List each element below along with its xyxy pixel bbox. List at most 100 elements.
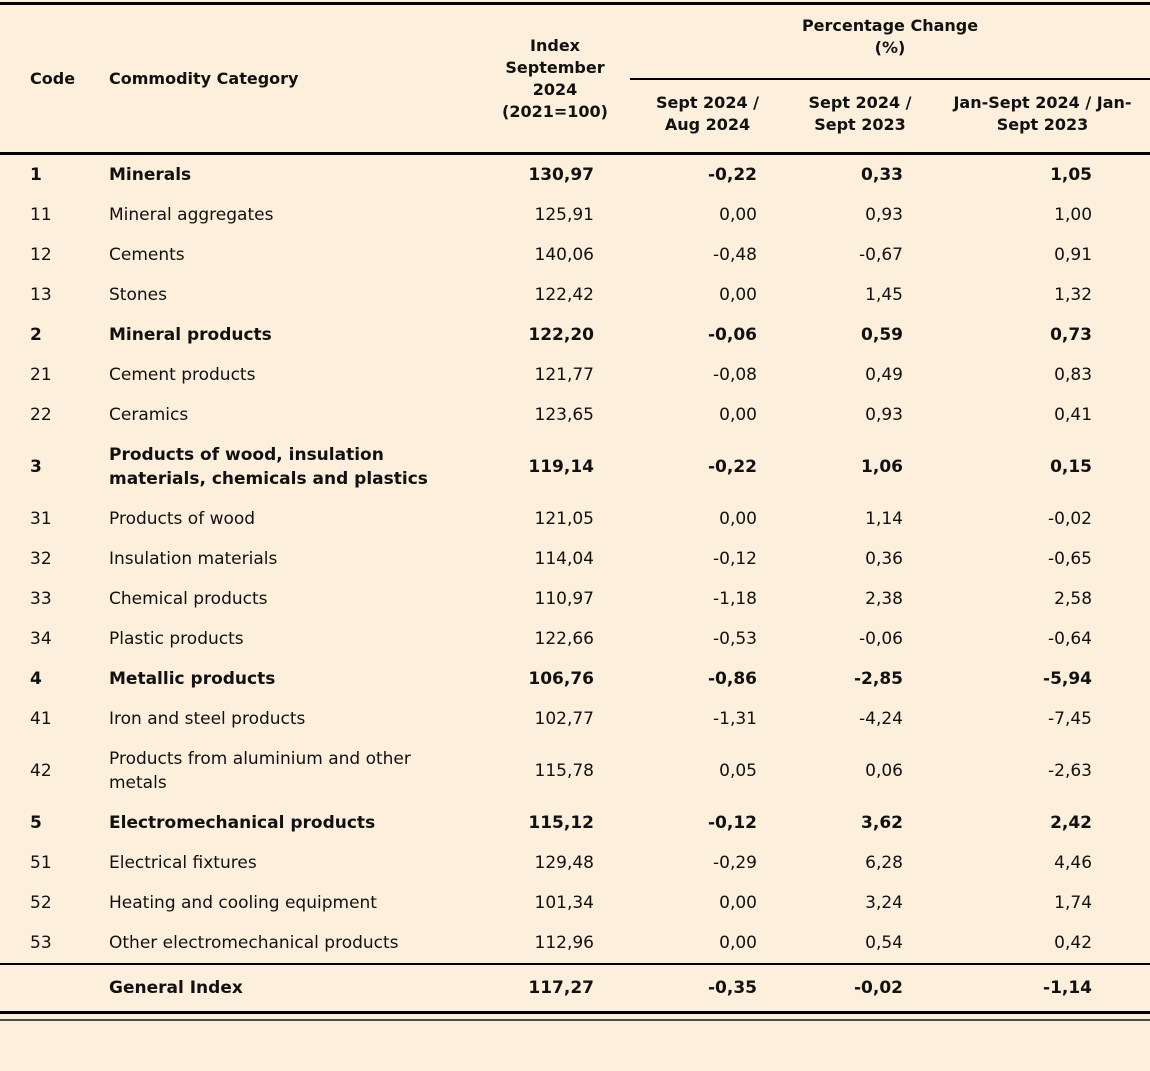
cell-code: 21: [30, 365, 52, 385]
cell-code: 34: [30, 629, 52, 649]
cell-y2y: 0,06: [865, 761, 903, 781]
cell-index: 123,65: [534, 405, 594, 425]
cell-m2m: -0,08: [713, 365, 757, 385]
table-row: 31 Products of wood 121,05 0,00 1,14 -0,…: [0, 499, 1150, 539]
cell-code: 52: [30, 893, 52, 913]
cell-m2m: 0,00: [719, 509, 757, 529]
cell-m2m: -0,29: [713, 853, 757, 873]
cell-category: Insulation materials: [109, 549, 278, 569]
cell-code: 1: [30, 165, 42, 185]
table-row: 52 Heating and cooling equipment 101,34 …: [0, 883, 1150, 923]
cell-m2m: -0,12: [713, 549, 757, 569]
cell-code: 2: [30, 325, 42, 345]
table-body: 1 Minerals 130,97 -0,22 0,33 1,05 11 Min…: [0, 154, 1150, 965]
cell-index: 106,76: [528, 669, 594, 689]
cell-index: 117,27: [528, 978, 594, 998]
table-row: 1 Minerals 130,97 -0,22 0,33 1,05: [0, 154, 1150, 196]
cell-m2m: 0,00: [719, 893, 757, 913]
table-row: 2 Mineral products 122,20 -0,06 0,59 0,7…: [0, 315, 1150, 355]
cell-ytd: -0,02: [1048, 509, 1093, 529]
cell-code: 11: [30, 205, 52, 225]
cell-code: 3: [30, 457, 42, 477]
cell-index: 119,14: [528, 457, 594, 477]
cell-ytd: 0,83: [1054, 365, 1093, 385]
table-row: 34 Plastic products 122,66 -0,53 -0,06 -…: [0, 619, 1150, 659]
cell-m2m: -0,22: [708, 457, 757, 477]
cell-y2y: 0,54: [865, 933, 903, 953]
cell-m2m: 0,05: [719, 761, 757, 781]
cell-m2m: -0,22: [708, 165, 757, 185]
cell-ytd: -7,45: [1048, 709, 1093, 729]
cell-y2y: 3,62: [861, 813, 903, 833]
commodity-index-table: Code Commodity Category Index September …: [0, 2, 1150, 1014]
cell-y2y: 0,36: [865, 549, 903, 569]
cell-ytd: -1,14: [1043, 978, 1093, 998]
table-row: 32 Insulation materials 114,04 -0,12 0,3…: [0, 539, 1150, 579]
cell-category: Ceramics: [109, 405, 189, 425]
table-row: 41 Iron and steel products 102,77 -1,31 …: [0, 699, 1150, 739]
cell-m2m: -0,48: [713, 245, 757, 265]
cell-m2m: -0,12: [708, 813, 757, 833]
cell-code: [0, 964, 85, 1013]
cell-y2y: -0,02: [854, 978, 903, 998]
cell-category: Electrical fixtures: [109, 853, 257, 873]
cell-m2m: -0,86: [708, 669, 757, 689]
col-header-index: Index September 2024 (2021=100): [480, 4, 630, 154]
cell-m2m: -1,18: [713, 589, 757, 609]
table-row: 11 Mineral aggregates 125,91 0,00 0,93 1…: [0, 195, 1150, 235]
cell-ytd: -0,64: [1048, 629, 1093, 649]
cell-y2y: -4,24: [859, 709, 903, 729]
cell-m2m: -0,53: [713, 629, 757, 649]
table-row: 5 Electromechanical products 115,12 -0,1…: [0, 803, 1150, 843]
cell-code: 32: [30, 549, 52, 569]
cell-y2y: -2,85: [854, 669, 903, 689]
col-header-y2y: Sept 2024 / Sept 2023: [808, 93, 912, 134]
header-row-top: Code Commodity Category Index September …: [0, 3, 1150, 121]
cell-m2m: 0,00: [719, 205, 757, 225]
cell-m2m: -0,35: [708, 978, 757, 998]
col-header-index-label: Index September 2024 (2021=100): [502, 35, 608, 121]
bottom-rule: [0, 1014, 1150, 1021]
cell-y2y: 0,49: [865, 365, 903, 385]
cell-code: 22: [30, 405, 52, 425]
cell-category: Products from aluminium and other metals: [109, 749, 411, 793]
table-row: 51 Electrical fixtures 129,48 -0,29 6,28…: [0, 843, 1150, 883]
table-row: 4 Metallic products 106,76 -0,86 -2,85 -…: [0, 659, 1150, 699]
cell-ytd: -2,63: [1048, 761, 1093, 781]
cell-ytd: 4,46: [1054, 853, 1093, 873]
cell-index: 122,20: [528, 325, 594, 345]
col-header-pct-group: Percentage Change (%): [630, 3, 1150, 80]
pct-group-unit: (%): [874, 38, 906, 57]
cell-ytd: 0,41: [1054, 405, 1093, 425]
cell-ytd: -0,65: [1048, 549, 1093, 569]
cell-index: 125,91: [534, 205, 594, 225]
cell-code: 51: [30, 853, 52, 873]
cell-y2y: -0,06: [859, 629, 903, 649]
cell-index: 101,34: [534, 893, 594, 913]
cell-ytd: 1,05: [1050, 165, 1093, 185]
cell-ytd: 0,15: [1050, 457, 1093, 477]
cell-category: Stones: [109, 285, 167, 305]
cell-ytd: 1,00: [1054, 205, 1093, 225]
cell-index: 129,48: [534, 853, 594, 873]
cell-y2y: 3,24: [865, 893, 903, 913]
cell-category: Minerals: [109, 165, 192, 185]
cell-ytd: -5,94: [1043, 669, 1093, 689]
col-header-category: Commodity Category: [109, 68, 299, 88]
cell-index: 121,77: [534, 365, 594, 385]
table-row: 42 Products from aluminium and other met…: [0, 739, 1150, 803]
cell-code: 12: [30, 245, 52, 265]
cell-ytd: 1,74: [1054, 893, 1093, 913]
cell-y2y: 1,14: [865, 509, 903, 529]
cell-code: 13: [30, 285, 52, 305]
cell-category: Plastic products: [109, 629, 244, 649]
cell-y2y: 0,93: [865, 205, 903, 225]
cell-code: 53: [30, 933, 52, 953]
cell-category: Mineral aggregates: [109, 205, 274, 225]
cell-category: Cement products: [109, 365, 256, 385]
cell-ytd: 2,58: [1054, 589, 1093, 609]
cell-index: 114,04: [534, 549, 594, 569]
table-row: 3 Products of wood, insulation materials…: [0, 435, 1150, 499]
table-row: 22 Ceramics 123,65 0,00 0,93 0,41: [0, 395, 1150, 435]
